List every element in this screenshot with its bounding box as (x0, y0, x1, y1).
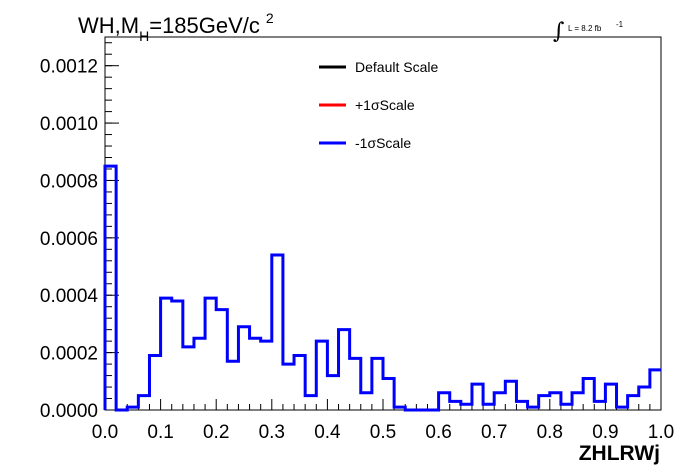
x-axis-title: ZHLRWj (579, 442, 660, 465)
x-tick-label: 0.4 (314, 422, 341, 443)
y-tick-label: 0.0008 (40, 171, 98, 192)
legend-label: +1σScale (355, 97, 415, 113)
chart-title: WH,MH=185GeV/c 2 (78, 10, 274, 44)
y-tick-label: 0.0002 (40, 344, 98, 365)
chart-title-part2: =185GeV/c (149, 13, 260, 38)
x-tick-label: 0.8 (537, 422, 563, 443)
x-tick-label: 0.0 (92, 422, 118, 443)
lumi-label: ∫ L = 8.2 fb -1 (553, 19, 624, 44)
x-tick-label: 0.7 (481, 422, 507, 443)
plot-frame (104, 36, 662, 411)
x-tick-label: 1.0 (648, 422, 674, 443)
lumi-superscript: -1 (616, 20, 624, 29)
y-tick-label: 0.0010 (40, 114, 98, 135)
chart-title-part1: WH,M (78, 13, 139, 38)
y-axis: 0.0000 0.0002 0.0004 0.0006 0.0008 0.0010 0.00… (40, 42, 119, 422)
series-layer (103, 164, 661, 412)
y-tick-label: 0.0012 (40, 57, 98, 78)
x-tick-label: 0.3 (259, 422, 285, 443)
y-tick-label: 0.0000 (40, 401, 98, 422)
x-tick-label: 0.1 (147, 422, 173, 443)
chart-title-subscript: H (139, 28, 149, 44)
y-tick-label: 0.0004 (40, 286, 99, 307)
chart-title-superscript: 2 (266, 10, 274, 26)
lumi-text: L = 8.2 fb (568, 24, 602, 33)
x-tick-label: 0.2 (203, 422, 229, 443)
y-tick-label: 0.0006 (40, 229, 98, 250)
legend: Default Scale +1σScale -1σScale (319, 59, 438, 151)
x-axis: 0.0 0.1 0.2 0.3 0.4 0.5 0.6 0.7 0.8 0.9 1.0 (92, 399, 674, 443)
legend-label: -1σScale (355, 135, 411, 151)
series-line (103, 164, 661, 412)
x-tick-label: 0.5 (370, 422, 396, 443)
x-tick-label: 0.9 (592, 422, 618, 443)
x-tick-label: 0.6 (425, 422, 451, 443)
legend-label: Default Scale (355, 59, 438, 75)
lumi-integral-icon: ∫ (553, 19, 565, 44)
